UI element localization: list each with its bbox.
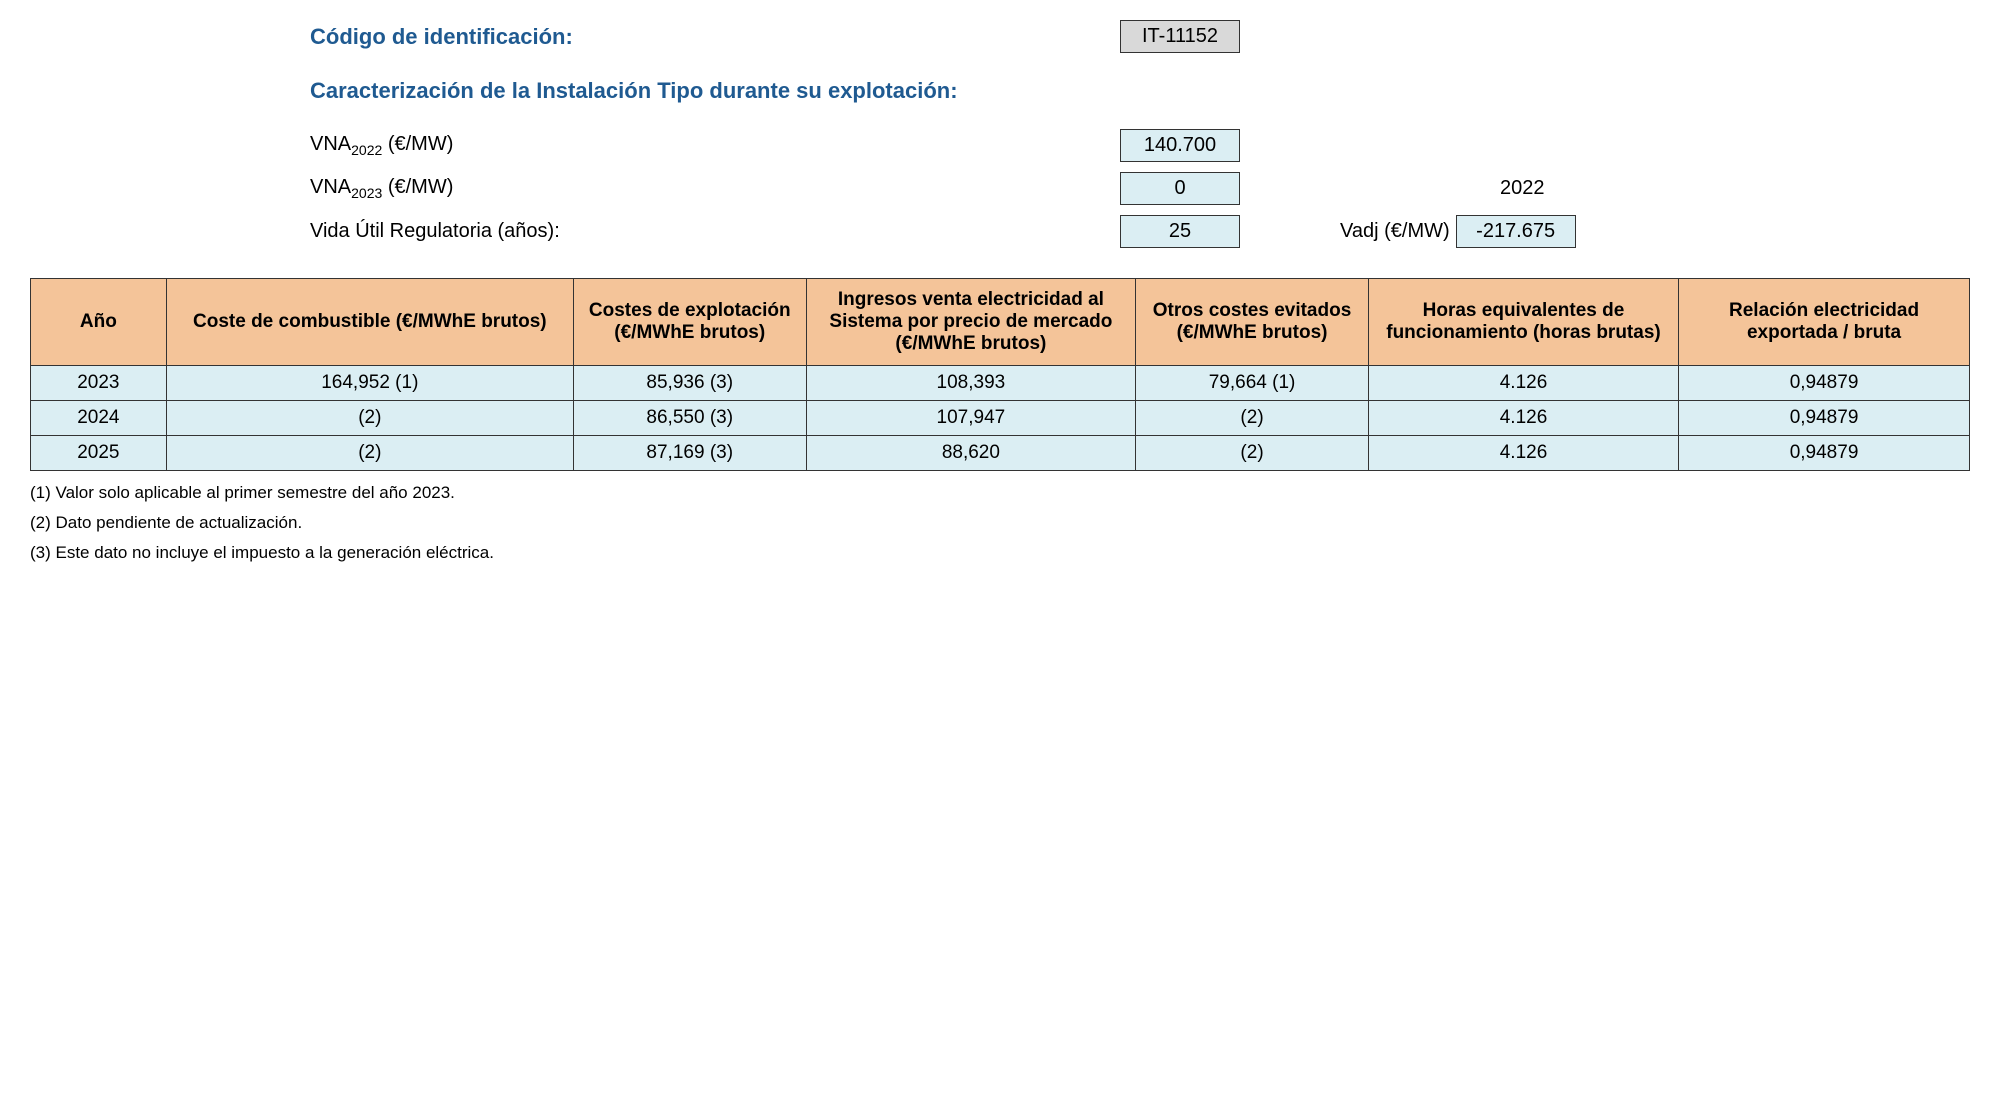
vna2023-sub: 2023 bbox=[351, 185, 382, 201]
footnote-1: (1) Valor solo aplicable al primer semes… bbox=[30, 483, 1970, 503]
year-side: 2022 bbox=[1500, 177, 1545, 200]
th-ano: Año bbox=[31, 279, 167, 366]
vna2022-sub: 2022 bbox=[351, 142, 382, 158]
footnotes: (1) Valor solo aplicable al primer semes… bbox=[30, 483, 1970, 563]
th-horas: Horas equivalentes de funcionamiento (ho… bbox=[1368, 279, 1678, 366]
vna2023-suffix: (€/MW) bbox=[382, 176, 453, 198]
vna2022-value: 140.700 bbox=[1120, 129, 1240, 162]
table-row: 2025 (2) 87,169 (3) 88,620 (2) 4.126 0,9… bbox=[31, 436, 1970, 471]
vna2022-label: VNA2022 (€/MW) bbox=[310, 133, 1120, 158]
cell-otros: (2) bbox=[1136, 401, 1369, 436]
cell-year: 2024 bbox=[31, 401, 167, 436]
id-label: Código de identificación: bbox=[310, 24, 1120, 50]
data-table: Año Coste de combustible (€/MWhE brutos)… bbox=[30, 278, 1970, 471]
vadj-label: Vadj (€/MW) bbox=[1340, 220, 1450, 243]
cell-horas: 4.126 bbox=[1368, 436, 1678, 471]
cell-relacion: 0,94879 bbox=[1679, 366, 1970, 401]
vna2022-row: VNA2022 (€/MW) 140.700 bbox=[310, 129, 1970, 162]
section-title: Caracterización de la Instalación Tipo d… bbox=[310, 78, 1970, 104]
table-header-row: Año Coste de combustible (€/MWhE brutos)… bbox=[31, 279, 1970, 366]
vna2022-prefix: VNA bbox=[310, 133, 351, 155]
table-row: 2023 164,952 (1) 85,936 (3) 108,393 79,6… bbox=[31, 366, 1970, 401]
th-relacion: Relación electricidad exportada / bruta bbox=[1679, 279, 1970, 366]
th-otros: Otros costes evitados (€/MWhE brutos) bbox=[1136, 279, 1369, 366]
footnote-3: (3) Este dato no incluye el impuesto a l… bbox=[30, 543, 1970, 563]
cell-ingresos: 88,620 bbox=[806, 436, 1136, 471]
vna2023-label: VNA2023 (€/MW) bbox=[310, 176, 1120, 201]
vna2023-row: VNA2023 (€/MW) 0 2022 bbox=[310, 172, 1970, 205]
vida-label: Vida Útil Regulatoria (años): bbox=[310, 220, 1120, 243]
cell-combustible: (2) bbox=[166, 436, 573, 471]
vida-row: Vida Útil Regulatoria (años): 25 Vadj (€… bbox=[310, 215, 1970, 248]
vadj-value: -217.675 bbox=[1456, 215, 1576, 248]
cell-relacion: 0,94879 bbox=[1679, 436, 1970, 471]
vna2023-prefix: VNA bbox=[310, 176, 351, 198]
cell-explotacion: 85,936 (3) bbox=[573, 366, 806, 401]
vida-value: 25 bbox=[1120, 215, 1240, 248]
cell-combustible: (2) bbox=[166, 401, 573, 436]
cell-explotacion: 87,169 (3) bbox=[573, 436, 806, 471]
cell-otros: 79,664 (1) bbox=[1136, 366, 1369, 401]
cell-relacion: 0,94879 bbox=[1679, 401, 1970, 436]
id-row: Código de identificación: IT-11152 bbox=[310, 20, 1970, 53]
vna2022-suffix: (€/MW) bbox=[382, 133, 453, 155]
cell-year: 2025 bbox=[31, 436, 167, 471]
th-ingresos: Ingresos venta electricidad al Sistema p… bbox=[806, 279, 1136, 366]
cell-ingresos: 107,947 bbox=[806, 401, 1136, 436]
footnote-2: (2) Dato pendiente de actualización. bbox=[30, 513, 1970, 533]
cell-ingresos: 108,393 bbox=[806, 366, 1136, 401]
cell-combustible: 164,952 (1) bbox=[166, 366, 573, 401]
cell-explotacion: 86,550 (3) bbox=[573, 401, 806, 436]
cell-otros: (2) bbox=[1136, 436, 1369, 471]
table-row: 2024 (2) 86,550 (3) 107,947 (2) 4.126 0,… bbox=[31, 401, 1970, 436]
th-combustible: Coste de combustible (€/MWhE brutos) bbox=[166, 279, 573, 366]
header-block: Código de identificación: IT-11152 Carac… bbox=[310, 20, 1970, 248]
cell-year: 2023 bbox=[31, 366, 167, 401]
cell-horas: 4.126 bbox=[1368, 401, 1678, 436]
vna2023-value: 0 bbox=[1120, 172, 1240, 205]
id-value: IT-11152 bbox=[1120, 20, 1240, 53]
cell-horas: 4.126 bbox=[1368, 366, 1678, 401]
th-explotacion: Costes de explotación (€/MWhE brutos) bbox=[573, 279, 806, 366]
